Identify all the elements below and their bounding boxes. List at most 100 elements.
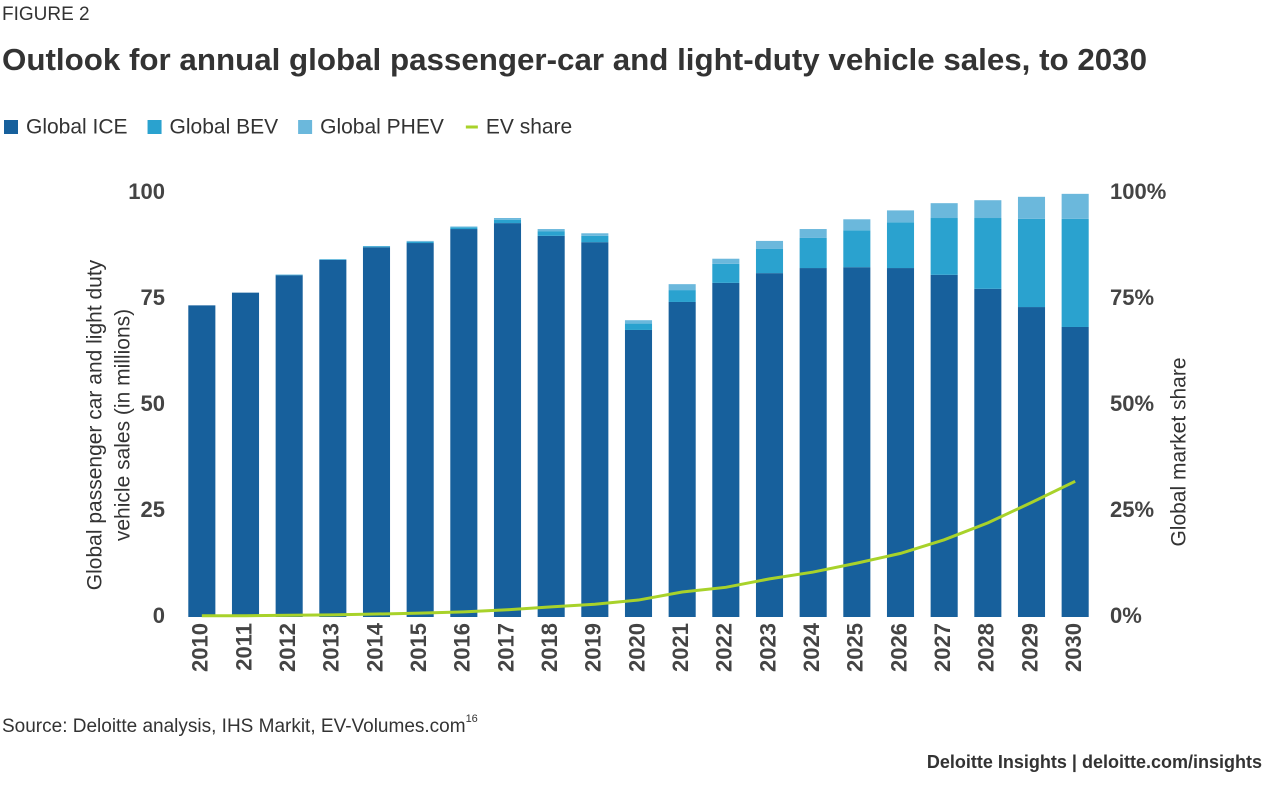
x-tick-label: 2026: [886, 623, 911, 672]
bar-segment: [712, 264, 739, 283]
bar-segment: [756, 249, 783, 273]
legend-marker: [298, 120, 312, 134]
bar-segment: [974, 289, 1001, 617]
bar-segment: [363, 246, 390, 247]
x-tick-label: 2028: [974, 623, 999, 672]
y2-tick-label: 75%: [1110, 285, 1154, 310]
legend-label: Global BEV: [170, 116, 279, 139]
y-tick-label: 50: [141, 391, 165, 416]
bar-segment: [494, 223, 521, 617]
bar-segment: [188, 305, 215, 617]
bar-segment: [974, 200, 1001, 218]
legend-label: EV share: [486, 116, 572, 139]
bar-segment: [450, 229, 477, 617]
bar-segment: [625, 320, 652, 323]
x-tick-label: 2022: [712, 623, 737, 672]
x-tick-label: 2010: [188, 623, 213, 672]
y2-tick-label: 0%: [1110, 603, 1142, 628]
bar-segment: [712, 283, 739, 617]
x-tick-label: 2016: [450, 623, 475, 672]
x-tick-label: 2014: [362, 622, 387, 672]
bar-segment: [232, 293, 259, 617]
bar-segment: [407, 243, 434, 617]
bar-segment: [712, 259, 739, 264]
x-tick-label: 2024: [799, 622, 824, 672]
bar-segment: [669, 290, 696, 302]
bar-segment: [887, 222, 914, 268]
bar-segment: [669, 284, 696, 290]
x-tick-label: 2023: [755, 623, 780, 672]
bar-segment: [363, 247, 390, 617]
bar-segment: [276, 275, 303, 617]
bar-segment: [494, 218, 521, 220]
y-tick-label: 0: [153, 603, 165, 628]
bar-segment: [494, 220, 521, 223]
legend-marker: [4, 120, 18, 134]
bar-segment: [319, 260, 346, 617]
bar-segment: [800, 229, 827, 238]
bar-segment: [581, 242, 608, 617]
x-tick-label: 2018: [537, 623, 562, 672]
bar-segment: [887, 210, 914, 222]
bar-segment: [669, 302, 696, 617]
bar-segment: [887, 268, 914, 617]
bar-segment: [1062, 327, 1089, 617]
x-tick-label: 2021: [668, 623, 693, 672]
legend-marker: [148, 120, 162, 134]
bar-segment: [931, 203, 958, 218]
bar-segment: [756, 241, 783, 249]
bar-segment: [538, 236, 565, 617]
y-tick-label: 100: [128, 179, 165, 204]
bar-segment: [450, 227, 477, 229]
bar-segment: [538, 229, 565, 231]
bar-segment: [581, 233, 608, 236]
y2-tick-label: 25%: [1110, 497, 1154, 522]
bar-segment: [1018, 307, 1045, 617]
y2-axis-label: Global market share: [1168, 357, 1191, 546]
bar-segment: [625, 330, 652, 617]
bar-segment: [843, 219, 870, 230]
x-tick-label: 2027: [930, 623, 955, 672]
bar-segment: [843, 230, 870, 267]
x-tick-label: 2015: [406, 623, 431, 672]
bar-segment: [931, 218, 958, 275]
bar-segment: [931, 275, 958, 617]
x-tick-label: 2030: [1061, 623, 1086, 672]
bar-segment: [1018, 219, 1045, 307]
source-note: 16: [466, 713, 478, 725]
y-tick-label: 25: [141, 497, 165, 522]
bar-segment: [1062, 219, 1089, 327]
bar-segment: [1062, 194, 1089, 219]
bar-segment: [407, 241, 434, 242]
y2-tick-label: 100%: [1110, 179, 1166, 204]
y-axis-label: Global passenger car and light duty: [84, 259, 107, 590]
figure-label: FIGURE 2: [2, 4, 90, 25]
bar-segment: [974, 218, 1001, 289]
bar-segment: [800, 268, 827, 617]
source-text: Source: Deloitte analysis, IHS Markit, E…: [2, 716, 466, 737]
legend-label: Global ICE: [26, 116, 128, 139]
bar-segment: [1018, 197, 1045, 219]
x-tick-label: 2017: [493, 623, 518, 672]
bar-segment: [756, 273, 783, 617]
x-tick-label: 2029: [1017, 623, 1042, 672]
bar-segment: [625, 324, 652, 330]
bar-segment: [581, 236, 608, 242]
chart-title: Outlook for annual global passenger-car …: [2, 42, 1147, 77]
x-tick-label: 2011: [231, 623, 256, 671]
x-tick-label: 2019: [581, 623, 606, 672]
x-tick-label: 2012: [275, 623, 300, 672]
x-tick-label: 2020: [624, 623, 649, 672]
legend-label: Global PHEV: [320, 116, 444, 139]
y2-tick-label: 50%: [1110, 391, 1154, 416]
y-axis-label: vehicle sales (in millions): [112, 309, 135, 541]
bar-segment: [800, 238, 827, 268]
source: Source: Deloitte analysis, IHS Markit, E…: [2, 713, 478, 737]
bar-segment: [450, 226, 477, 227]
bar-segment: [407, 242, 434, 243]
y-tick-label: 75: [141, 285, 165, 310]
x-tick-label: 2025: [843, 623, 868, 672]
bar-segment: [538, 231, 565, 236]
